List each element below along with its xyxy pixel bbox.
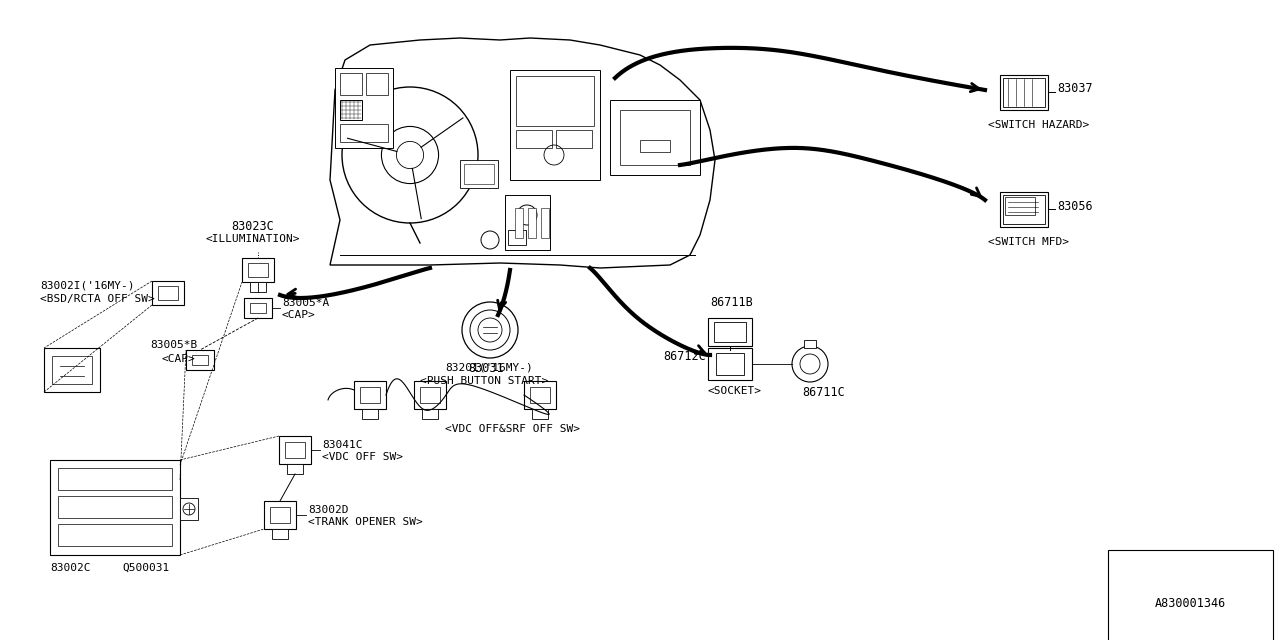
Text: <VDC OFF SW>: <VDC OFF SW> xyxy=(323,452,403,462)
Text: <SOCKET>: <SOCKET> xyxy=(708,386,762,396)
Bar xyxy=(287,464,303,474)
Bar xyxy=(192,355,207,365)
Bar xyxy=(157,286,178,300)
Bar xyxy=(50,460,180,555)
Text: <CAP>: <CAP> xyxy=(163,354,196,364)
Bar xyxy=(58,524,172,546)
Text: <PUSH BUTTON START>: <PUSH BUTTON START> xyxy=(420,376,548,386)
Bar xyxy=(708,318,753,346)
Bar xyxy=(714,322,746,342)
Bar xyxy=(264,501,296,529)
Bar xyxy=(460,160,498,188)
Bar xyxy=(1000,75,1048,110)
Text: <ILLUMINATION>: <ILLUMINATION> xyxy=(206,234,301,244)
Bar xyxy=(1000,192,1048,227)
Text: <BSD/RCTA OFF SW>: <BSD/RCTA OFF SW> xyxy=(40,294,155,304)
Bar xyxy=(248,263,268,277)
Bar xyxy=(708,348,753,380)
Bar xyxy=(58,468,172,490)
Bar xyxy=(270,507,291,523)
Bar xyxy=(152,281,184,305)
Bar xyxy=(515,208,524,238)
Bar xyxy=(516,76,594,126)
Text: 83041C: 83041C xyxy=(323,440,362,450)
Text: <CAP>: <CAP> xyxy=(282,310,316,320)
Bar xyxy=(640,140,669,152)
Text: 83005*B: 83005*B xyxy=(150,340,197,350)
Bar xyxy=(180,498,198,520)
Bar xyxy=(541,208,549,238)
Bar xyxy=(1005,197,1036,215)
Bar xyxy=(366,73,388,95)
Text: 83005*A: 83005*A xyxy=(282,298,329,308)
Bar xyxy=(524,381,556,409)
Bar xyxy=(362,409,378,419)
Bar xyxy=(360,387,380,403)
Bar xyxy=(420,387,440,403)
Text: 86711B: 86711B xyxy=(710,296,753,309)
Bar xyxy=(516,130,552,148)
Text: 83023C: 83023C xyxy=(232,220,274,233)
Text: 83002D: 83002D xyxy=(308,505,348,515)
Bar xyxy=(340,124,388,142)
Text: 83031: 83031 xyxy=(468,362,503,375)
Text: 83056: 83056 xyxy=(1057,200,1093,212)
Bar xyxy=(186,350,214,370)
Bar xyxy=(242,258,274,282)
Bar xyxy=(340,100,362,120)
Text: A830001346: A830001346 xyxy=(1155,597,1226,610)
Text: 86712C: 86712C xyxy=(663,350,707,363)
Bar xyxy=(1004,195,1044,224)
Bar xyxy=(58,496,172,518)
Bar xyxy=(355,381,387,409)
Text: 83002I('16MY-): 83002I('16MY-) xyxy=(40,280,134,290)
Text: Q500031: Q500031 xyxy=(122,563,169,573)
Bar xyxy=(716,353,744,375)
Bar xyxy=(413,381,445,409)
Bar xyxy=(279,436,311,464)
Bar xyxy=(506,195,550,250)
Bar xyxy=(611,100,700,175)
Bar xyxy=(285,442,305,458)
Bar xyxy=(530,387,550,403)
Text: 83002C: 83002C xyxy=(50,563,91,573)
Bar xyxy=(44,348,100,392)
Bar xyxy=(532,409,548,419)
Text: 83037: 83037 xyxy=(1057,83,1093,95)
Bar xyxy=(250,282,266,292)
Bar xyxy=(465,164,494,184)
Text: <SWITCH MFD>: <SWITCH MFD> xyxy=(988,237,1069,247)
Bar xyxy=(804,340,817,348)
Bar xyxy=(244,298,273,318)
Bar xyxy=(1004,78,1044,107)
Bar xyxy=(556,130,591,148)
Bar xyxy=(529,208,536,238)
Text: <VDC OFF&SRF OFF SW>: <VDC OFF&SRF OFF SW> xyxy=(445,424,580,434)
Bar xyxy=(509,70,600,180)
Bar xyxy=(250,303,266,313)
Bar xyxy=(340,73,362,95)
Bar xyxy=(620,110,690,165)
Bar xyxy=(508,230,526,245)
Bar xyxy=(273,529,288,539)
Bar xyxy=(422,409,438,419)
Bar xyxy=(52,356,92,384)
Text: 83201('16MY-): 83201('16MY-) xyxy=(445,362,532,372)
Text: <SWITCH HAZARD>: <SWITCH HAZARD> xyxy=(988,120,1089,130)
Text: 86711C: 86711C xyxy=(803,386,845,399)
Bar xyxy=(335,68,393,148)
Text: <TRANK OPENER SW>: <TRANK OPENER SW> xyxy=(308,517,422,527)
